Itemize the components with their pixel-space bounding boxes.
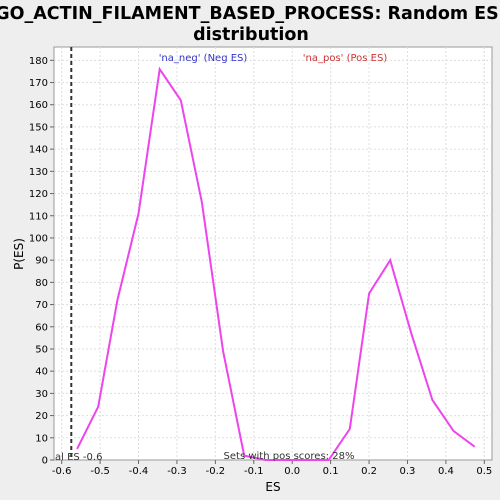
y-tick-label: 70 — [35, 300, 48, 311]
neg-es-label: 'na_neg' (Neg ES) — [159, 53, 248, 64]
actual-es-label: al ES -0.6 — [55, 452, 102, 463]
x-axis-label: ES — [265, 480, 280, 494]
pos-es-label: 'na_pos' (Pos ES) — [303, 53, 388, 64]
y-tick-label: 80 — [35, 278, 48, 289]
series-line-random-es — [76, 66, 476, 461]
y-tick-label: 90 — [35, 256, 48, 267]
x-tick-label: 0.1 — [323, 466, 339, 477]
grid-lines — [54, 47, 492, 460]
x-tick-label: 0.3 — [400, 466, 416, 477]
y-tick-label: 140 — [29, 145, 48, 156]
y-tick-label: 100 — [29, 233, 48, 244]
y-tick-label: 160 — [29, 100, 48, 111]
x-tick-label: 0.2 — [361, 466, 377, 477]
y-tick-label: 10 — [35, 433, 48, 444]
x-tick-label: -0.3 — [167, 466, 187, 477]
plot-area — [53, 46, 493, 461]
y-tick-label: 50 — [35, 344, 48, 355]
y-tick-label: 40 — [35, 367, 48, 378]
y-tick-label: 170 — [29, 78, 48, 89]
y-tick-label: 0 — [42, 456, 48, 467]
x-tick-label: 0.5 — [476, 466, 492, 477]
y-tick-label: 60 — [35, 322, 48, 333]
y-tick-label: 20 — [35, 411, 48, 422]
y-axis-label: P(ES) — [12, 238, 26, 270]
y-tick-label: 130 — [29, 167, 48, 178]
x-tick-label: -0.4 — [129, 466, 149, 477]
x-axis: -0.6 -0.5 -0.4 -0.3 -0.2 -0.1 0.0 0.1 0.2 0.3 0.4 0… — [52, 460, 492, 477]
y-tick-label: 30 — [35, 389, 48, 400]
y-tick-label: 180 — [29, 56, 48, 67]
x-tick-label: -0.5 — [90, 466, 110, 477]
y-tick-label: 120 — [29, 189, 48, 200]
y-axis: 0 10 20 30 40 50 60 70 80 90 100 110 120 130 140 150 160… — [29, 56, 54, 467]
y-tick-label: 150 — [29, 122, 48, 133]
x-tick-label: -0.2 — [206, 466, 226, 477]
x-tick-label: 0.4 — [438, 466, 454, 477]
x-tick-label: -0.1 — [244, 466, 264, 477]
x-tick-label: -0.6 — [52, 466, 72, 477]
chart-title-line1: GO_ACTIN_FILAMENT_BASED_PROCESS: Random … — [0, 4, 499, 24]
pos-scores-label: Sets with pos scores: 28% — [224, 451, 355, 462]
y-tick-label: 110 — [29, 211, 48, 222]
x-tick-label: 0.0 — [284, 466, 300, 477]
chart-title-line2: distribution — [193, 25, 309, 45]
